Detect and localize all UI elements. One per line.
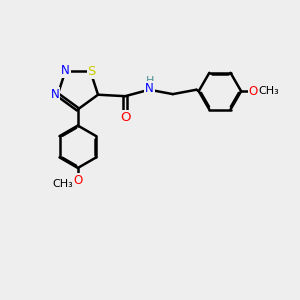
Text: CH₃: CH₃ [52, 179, 73, 190]
Text: CH₃: CH₃ [258, 86, 279, 96]
Text: N: N [50, 88, 59, 101]
Text: N: N [145, 82, 154, 95]
Text: O: O [73, 174, 83, 187]
Text: H: H [146, 76, 154, 86]
Text: N: N [61, 64, 70, 76]
Text: S: S [88, 64, 96, 77]
Text: O: O [120, 111, 130, 124]
Text: O: O [249, 85, 258, 98]
